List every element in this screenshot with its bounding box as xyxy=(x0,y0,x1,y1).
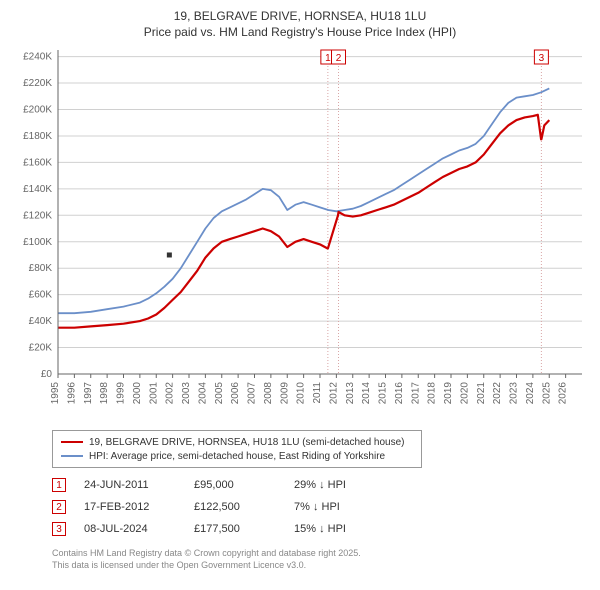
svg-text:2013: 2013 xyxy=(345,382,356,405)
event-diff: 29% ↓ HPI xyxy=(294,479,414,491)
svg-text:£220K: £220K xyxy=(23,78,52,89)
chart-area: £0 £20K £40K £60K £80K £100K £120K £140K £160K £1… xyxy=(10,44,590,424)
svg-text:1995: 1995 xyxy=(50,382,61,405)
svg-text:1996: 1996 xyxy=(66,382,77,405)
event-price: £122,500 xyxy=(194,501,294,513)
footer-line: Contains HM Land Registry data © Crown c… xyxy=(52,548,590,560)
legend-label: HPI: Average price, semi-detached house,… xyxy=(89,451,385,462)
event-row: 2 17-FEB-2012 £122,500 7% ↓ HPI xyxy=(52,496,590,518)
event-price: £95,000 xyxy=(194,479,294,491)
svg-text:2004: 2004 xyxy=(197,382,208,405)
legend-swatch xyxy=(61,441,83,443)
svg-text:2010: 2010 xyxy=(296,382,307,405)
svg-text:£120K: £120K xyxy=(23,211,52,222)
events-table: 1 24-JUN-2011 £95,000 29% ↓ HPI 2 17-FEB… xyxy=(52,474,590,540)
svg-text:2011: 2011 xyxy=(312,382,323,404)
svg-text:2019: 2019 xyxy=(443,382,454,405)
title-line-1: 19, BELGRAVE DRIVE, HORNSEA, HU18 1LU xyxy=(10,8,590,24)
svg-text:£80K: £80K xyxy=(29,264,53,275)
svg-text:2025: 2025 xyxy=(541,382,552,405)
svg-text:2009: 2009 xyxy=(279,382,290,405)
svg-text:£240K: £240K xyxy=(23,52,52,63)
event-price: £177,500 xyxy=(194,523,294,535)
svg-text:2016: 2016 xyxy=(394,382,405,405)
event-date: 08-JUL-2024 xyxy=(84,523,194,535)
legend-item: 19, BELGRAVE DRIVE, HORNSEA, HU18 1LU (s… xyxy=(61,435,413,449)
svg-text:2012: 2012 xyxy=(328,382,339,405)
svg-text:1997: 1997 xyxy=(83,382,94,405)
event-marker-icon: 2 xyxy=(52,500,66,514)
svg-text:2026: 2026 xyxy=(558,382,569,405)
svg-text:2018: 2018 xyxy=(427,382,438,405)
chart-title: 19, BELGRAVE DRIVE, HORNSEA, HU18 1LU Pr… xyxy=(10,8,590,40)
svg-text:£200K: £200K xyxy=(23,105,52,116)
legend-item: HPI: Average price, semi-detached house,… xyxy=(61,449,413,463)
line-chart: £0 £20K £40K £60K £80K £100K £120K £140K £160K £1… xyxy=(10,44,590,424)
svg-text:2005: 2005 xyxy=(214,382,225,405)
svg-text:2015: 2015 xyxy=(378,382,389,405)
event-date: 24-JUN-2011 xyxy=(84,479,194,491)
svg-text:£100K: £100K xyxy=(23,237,52,248)
footer-attribution: Contains HM Land Registry data © Crown c… xyxy=(52,548,590,571)
svg-text:2022: 2022 xyxy=(492,382,503,405)
svg-text:2014: 2014 xyxy=(361,382,372,405)
svg-text:£140K: £140K xyxy=(23,184,52,195)
svg-text:2002: 2002 xyxy=(165,382,176,405)
svg-text:£20K: £20K xyxy=(29,343,53,354)
event-date: 17-FEB-2012 xyxy=(84,501,194,513)
footer-line: This data is licensed under the Open Gov… xyxy=(52,560,590,572)
event-diff: 7% ↓ HPI xyxy=(294,501,414,513)
event-marker-icon: 1 xyxy=(52,478,66,492)
event-marker-icon: 3 xyxy=(52,522,66,536)
svg-text:2024: 2024 xyxy=(525,382,536,405)
svg-text:1999: 1999 xyxy=(116,382,127,405)
svg-text:2020: 2020 xyxy=(459,382,470,405)
event-row: 3 08-JUL-2024 £177,500 15% ↓ HPI xyxy=(52,518,590,540)
svg-text:2003: 2003 xyxy=(181,382,192,405)
legend: 19, BELGRAVE DRIVE, HORNSEA, HU18 1LU (s… xyxy=(52,430,422,468)
svg-text:2023: 2023 xyxy=(509,382,520,405)
svg-text:2017: 2017 xyxy=(410,382,421,405)
svg-text:1: 1 xyxy=(325,53,331,64)
event-row: 1 24-JUN-2011 £95,000 29% ↓ HPI xyxy=(52,474,590,496)
legend-swatch xyxy=(61,455,83,457)
svg-text:1998: 1998 xyxy=(99,382,110,405)
svg-text:2: 2 xyxy=(336,53,342,64)
svg-text:2006: 2006 xyxy=(230,382,241,405)
svg-text:£180K: £180K xyxy=(23,131,52,142)
svg-text:£160K: £160K xyxy=(23,158,52,169)
svg-text:3: 3 xyxy=(539,53,545,64)
title-line-2: Price paid vs. HM Land Registry's House … xyxy=(10,24,590,40)
svg-text:£0: £0 xyxy=(41,369,53,380)
legend-label: 19, BELGRAVE DRIVE, HORNSEA, HU18 1LU (s… xyxy=(89,437,405,448)
event-diff: 15% ↓ HPI xyxy=(294,523,414,535)
svg-text:2007: 2007 xyxy=(247,382,258,405)
svg-text:£40K: £40K xyxy=(29,316,53,327)
svg-text:2000: 2000 xyxy=(132,382,143,405)
svg-text:£60K: £60K xyxy=(29,290,53,301)
svg-text:2001: 2001 xyxy=(148,382,159,405)
svg-text:2008: 2008 xyxy=(263,382,274,405)
svg-text:2021: 2021 xyxy=(476,382,487,405)
